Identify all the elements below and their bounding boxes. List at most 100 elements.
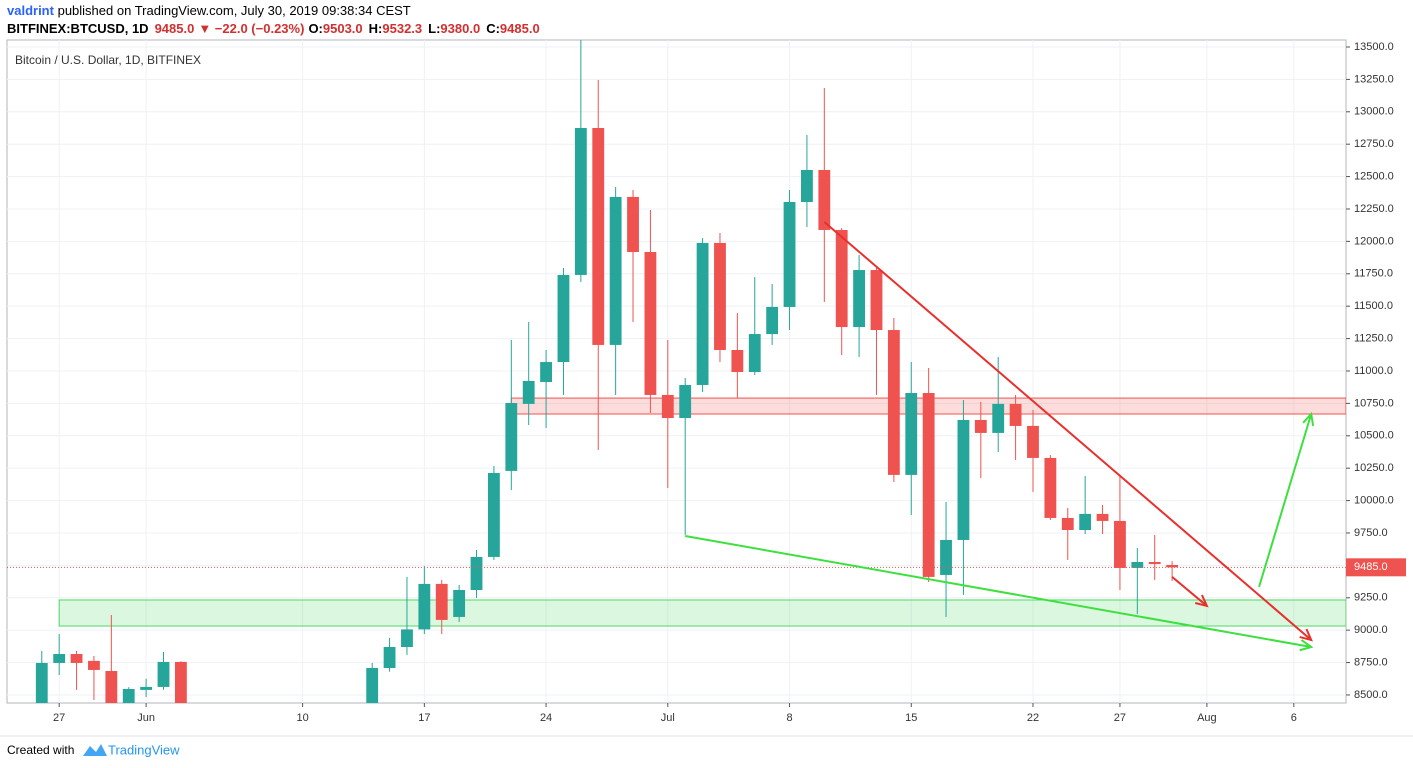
ohlc-label: L: (428, 21, 440, 36)
x-tick-label: 17 (418, 712, 430, 724)
header-line-1: valdrint published on TradingView.com, J… (7, 3, 411, 18)
y-tick-label: 10000.0 (1354, 494, 1394, 506)
x-tick-label: 24 (540, 712, 552, 724)
y-tick-label: 11500.0 (1354, 300, 1393, 312)
candle-body (487, 472, 500, 557)
candle-body (557, 274, 570, 363)
change: ▼ −22.0 (−0.23%) (198, 21, 304, 36)
candle-body (470, 556, 483, 590)
candles (35, 40, 1179, 703)
x-tick-label: 8 (786, 712, 792, 724)
last: 9485.0 (155, 21, 195, 36)
candle-body (140, 686, 153, 690)
candle-body (818, 169, 831, 230)
candle-body (801, 169, 813, 202)
tradingview-logo (83, 744, 107, 756)
candle-body (1009, 403, 1022, 426)
candle-body (574, 127, 587, 275)
candle-body (905, 393, 918, 475)
candle-body (401, 629, 413, 648)
arrow-head (1302, 411, 1315, 427)
price-label: 9485.0 (1354, 561, 1388, 573)
candle-body (783, 201, 796, 307)
candle-body (1061, 517, 1074, 530)
candle-body (748, 334, 761, 373)
candle-body (453, 589, 466, 617)
x-tick-label: Jul (661, 712, 675, 724)
ohlc-value: 9532.3 (382, 21, 422, 36)
ohlc-label: O: (308, 21, 322, 36)
candle-body (974, 419, 987, 433)
candle-body (383, 647, 396, 669)
candle-body (696, 242, 709, 385)
y-tick-label: 13250.0 (1354, 73, 1394, 85)
candle-body (679, 384, 692, 419)
x-tick-label: 15 (905, 712, 917, 724)
y-tick-label: 10750.0 (1354, 397, 1394, 409)
y-tick-label: 11250.0 (1354, 332, 1393, 344)
candle-body (540, 362, 552, 382)
y-tick-label: 8500.0 (1354, 689, 1388, 701)
candle-body (88, 660, 100, 670)
drawings (7, 221, 1346, 652)
candle-body (1027, 425, 1039, 458)
candle-body (870, 270, 883, 331)
candle-body (174, 661, 187, 703)
y-tick-label: 11750.0 (1354, 268, 1393, 280)
candle-body (1131, 562, 1144, 568)
candle-body (940, 539, 952, 575)
candle-body (661, 394, 674, 419)
candle-body (1044, 457, 1057, 518)
author: valdrint (7, 3, 55, 18)
published: published on TradingView.com, July 30, 2… (58, 3, 411, 18)
candle-body (922, 393, 935, 577)
plot-area (6, 39, 1347, 704)
candle-body (35, 662, 48, 703)
candle-body (435, 583, 448, 620)
header-line-2: BITFINEX:BTCUSD, 1D 9485.0 ▼ −22.0 (−0.23%… (7, 21, 540, 36)
chart-title: Bitcoin / U.S. Dollar, 1D, BITFINEX (15, 53, 201, 67)
y-tick-label: 9000.0 (1354, 624, 1388, 636)
x-tick-label: 6 (1291, 712, 1297, 724)
footer-created: Created with (7, 743, 74, 757)
y-tick-label: 10500.0 (1354, 430, 1394, 442)
candle-body (122, 689, 135, 703)
arrow-head (1194, 594, 1209, 608)
candle-body (1166, 564, 1179, 568)
y-tick-label: 10250.0 (1354, 462, 1394, 474)
x-tick-label: 27 (1114, 712, 1126, 724)
candle-body (70, 654, 83, 663)
candle-body (157, 661, 170, 687)
trend-line (1171, 576, 1208, 607)
x-tick-label: Aug (1197, 712, 1217, 724)
zone (58, 599, 1346, 627)
candle-body (505, 402, 518, 471)
candle-body (835, 229, 848, 328)
candle-body (1114, 520, 1126, 568)
candle-body (644, 252, 657, 395)
arrow-head (1299, 628, 1313, 642)
candle-body (53, 654, 66, 663)
candle-body (1148, 562, 1161, 565)
candle-body (366, 668, 379, 703)
candle-body (957, 419, 970, 540)
candle-body (609, 196, 622, 345)
candle-body (105, 670, 118, 703)
symbol: BITFINEX:BTCUSD, 1D (7, 21, 149, 36)
x-tick-label: Jun (137, 712, 155, 724)
candle-body (1079, 513, 1092, 530)
x-tick-label: 10 (296, 712, 308, 724)
y-tick-label: 9750.0 (1354, 527, 1388, 539)
candle-body (418, 583, 431, 630)
y-tick-label: 9250.0 (1354, 592, 1388, 604)
y-tick-label: 12750.0 (1354, 138, 1394, 150)
candle-body (1096, 513, 1109, 521)
ohlc-label: C: (486, 21, 500, 36)
footer-brand: TradingView (108, 742, 180, 757)
y-tick-label: 13500.0 (1354, 41, 1394, 53)
x-tick-label: 27 (53, 712, 65, 724)
trend-line (823, 221, 1312, 641)
candle-body (992, 403, 1005, 433)
